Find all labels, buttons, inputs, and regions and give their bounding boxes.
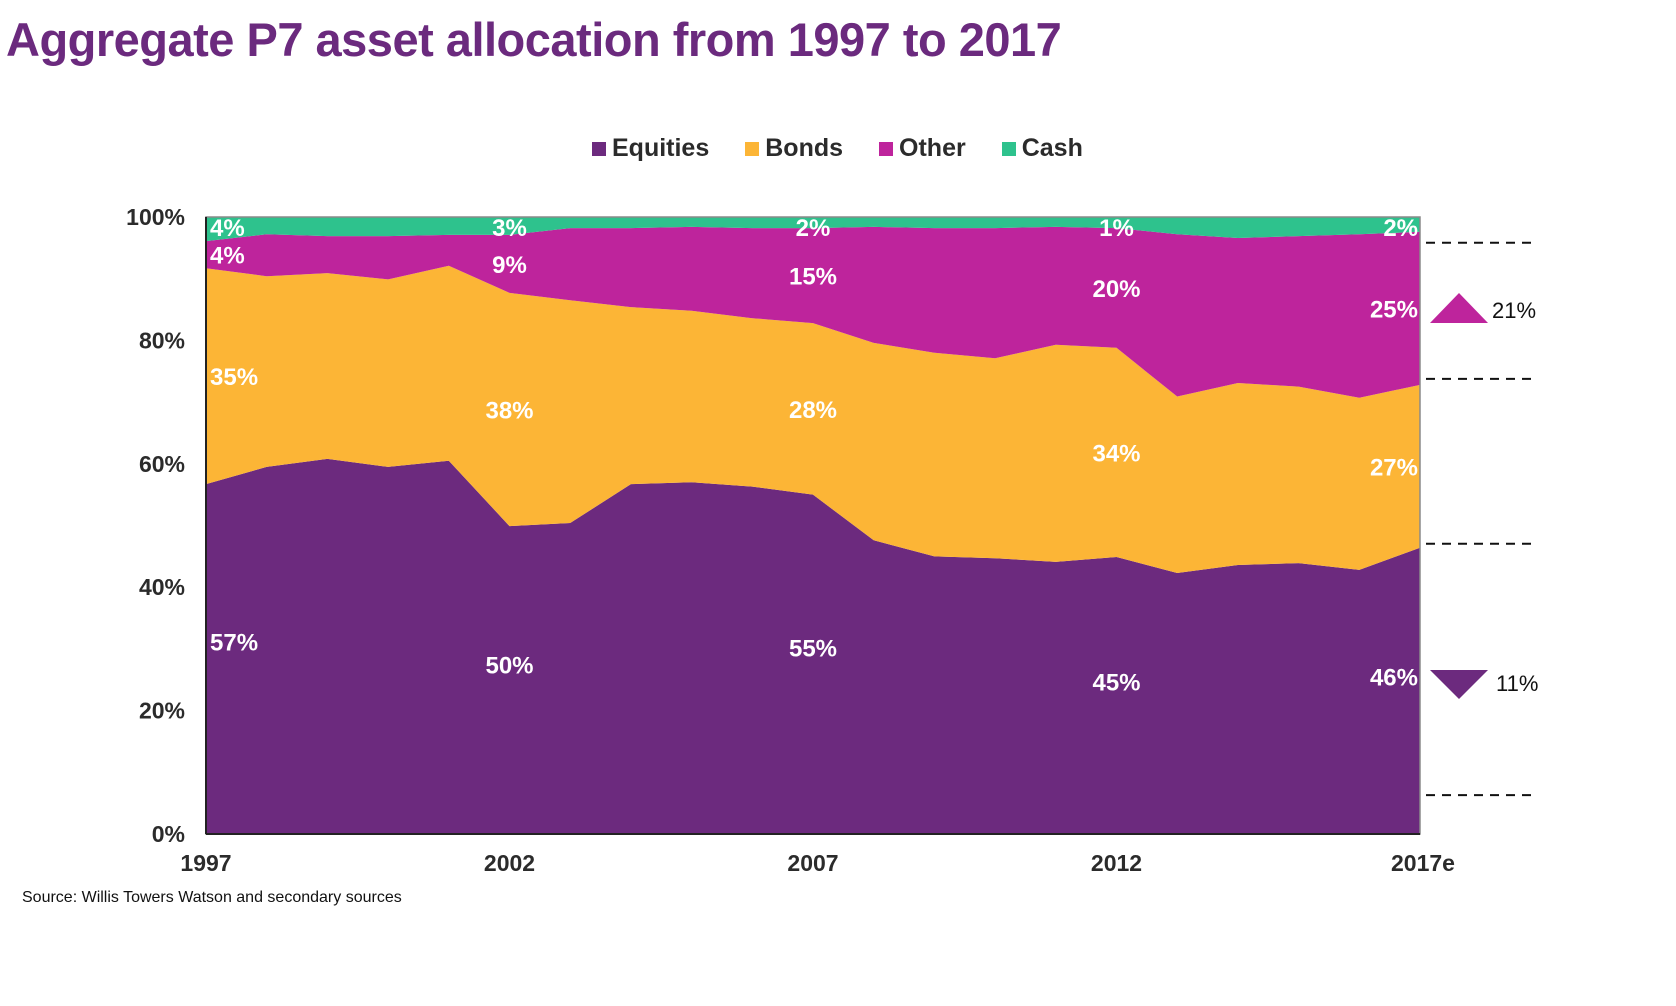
data-label-bonds: 34%	[1092, 440, 1140, 467]
area-other	[206, 226, 1420, 398]
x-tick-label: 2017e	[1391, 850, 1455, 876]
x-tick-label: 2007	[787, 850, 838, 876]
data-label-cash: 4%	[210, 215, 245, 242]
legend-swatch-bonds	[745, 141, 760, 156]
data-label-other: 9%	[492, 252, 527, 279]
data-label-bonds: 27%	[1370, 454, 1418, 481]
data-label-cash: 2%	[796, 215, 831, 242]
x-tick-label: 2012	[1091, 850, 1142, 876]
data-label-bonds: 35%	[210, 364, 258, 391]
legend: Equities Bonds Other Cash	[592, 134, 1083, 163]
legend-item-cash: Cash	[1001, 134, 1083, 163]
y-tick-label: 60%	[139, 451, 185, 477]
y-tick-label: 20%	[139, 698, 185, 724]
data-label-equities: 55%	[789, 635, 837, 662]
y-tick-label: 40%	[139, 574, 185, 600]
legend-swatch-other	[879, 141, 894, 156]
data-label-equities: 57%	[210, 630, 258, 657]
legend-label-other: Other	[899, 134, 966, 162]
legend-item-other: Other	[879, 134, 966, 163]
y-tick-label: 80%	[139, 327, 185, 353]
y-tick-label: 0%	[152, 821, 185, 847]
down-triangle-icon	[1430, 670, 1488, 699]
data-label-other: 4%	[210, 243, 245, 270]
x-axis-ticks: 1997 2002 2007 2012 2017e	[180, 850, 1455, 876]
data-label-equities: 50%	[485, 653, 533, 680]
y-axis-ticks: 0% 20% 40% 60% 80% 100%	[126, 204, 185, 847]
data-label-cash: 2%	[1383, 215, 1418, 242]
x-tick-label: 2002	[484, 850, 535, 876]
data-label-equities: 46%	[1370, 665, 1418, 692]
area-equities	[206, 458, 1420, 834]
legend-label-equities: Equities	[612, 134, 710, 162]
change-annotations: 21% 11%	[1426, 241, 1538, 797]
legend-label-cash: Cash	[1021, 134, 1083, 162]
x-tick-label: 1997	[180, 850, 231, 876]
data-label-other: 25%	[1370, 296, 1418, 323]
data-labels: 4%4% 35% 57% 3% 9% 38% 50% 2% 15% 28% 55% 1% 20% 34% 4…	[210, 215, 1418, 697]
area-layers	[206, 217, 1420, 834]
equities-change-label: 11%	[1496, 671, 1538, 696]
legend-item-equities: Equities	[592, 134, 709, 163]
data-label-cash: 1%	[1099, 215, 1134, 242]
y-tick-label: 100%	[126, 204, 185, 230]
data-label-other: 15%	[789, 264, 837, 291]
data-label-other: 20%	[1092, 276, 1140, 303]
legend-swatch-equities	[592, 141, 606, 156]
up-triangle-icon	[1430, 293, 1488, 323]
area-bonds	[206, 265, 1420, 574]
source-note: Source: Willis Towers Watson and seconda…	[22, 889, 402, 906]
legend-label-bonds: Bonds	[765, 134, 844, 162]
data-label-bonds: 38%	[485, 398, 533, 425]
legend-swatch-cash	[1001, 141, 1016, 156]
legend-item-bonds: Bonds	[745, 134, 843, 163]
data-label-bonds: 28%	[789, 397, 837, 424]
data-label-equities: 45%	[1092, 670, 1140, 697]
area-cash	[206, 217, 1420, 242]
other-change-label: 21%	[1492, 298, 1536, 323]
data-label-cash: 3%	[492, 215, 527, 242]
chart-title: Aggregate P7 asset allocation from 1997 …	[6, 13, 1062, 66]
